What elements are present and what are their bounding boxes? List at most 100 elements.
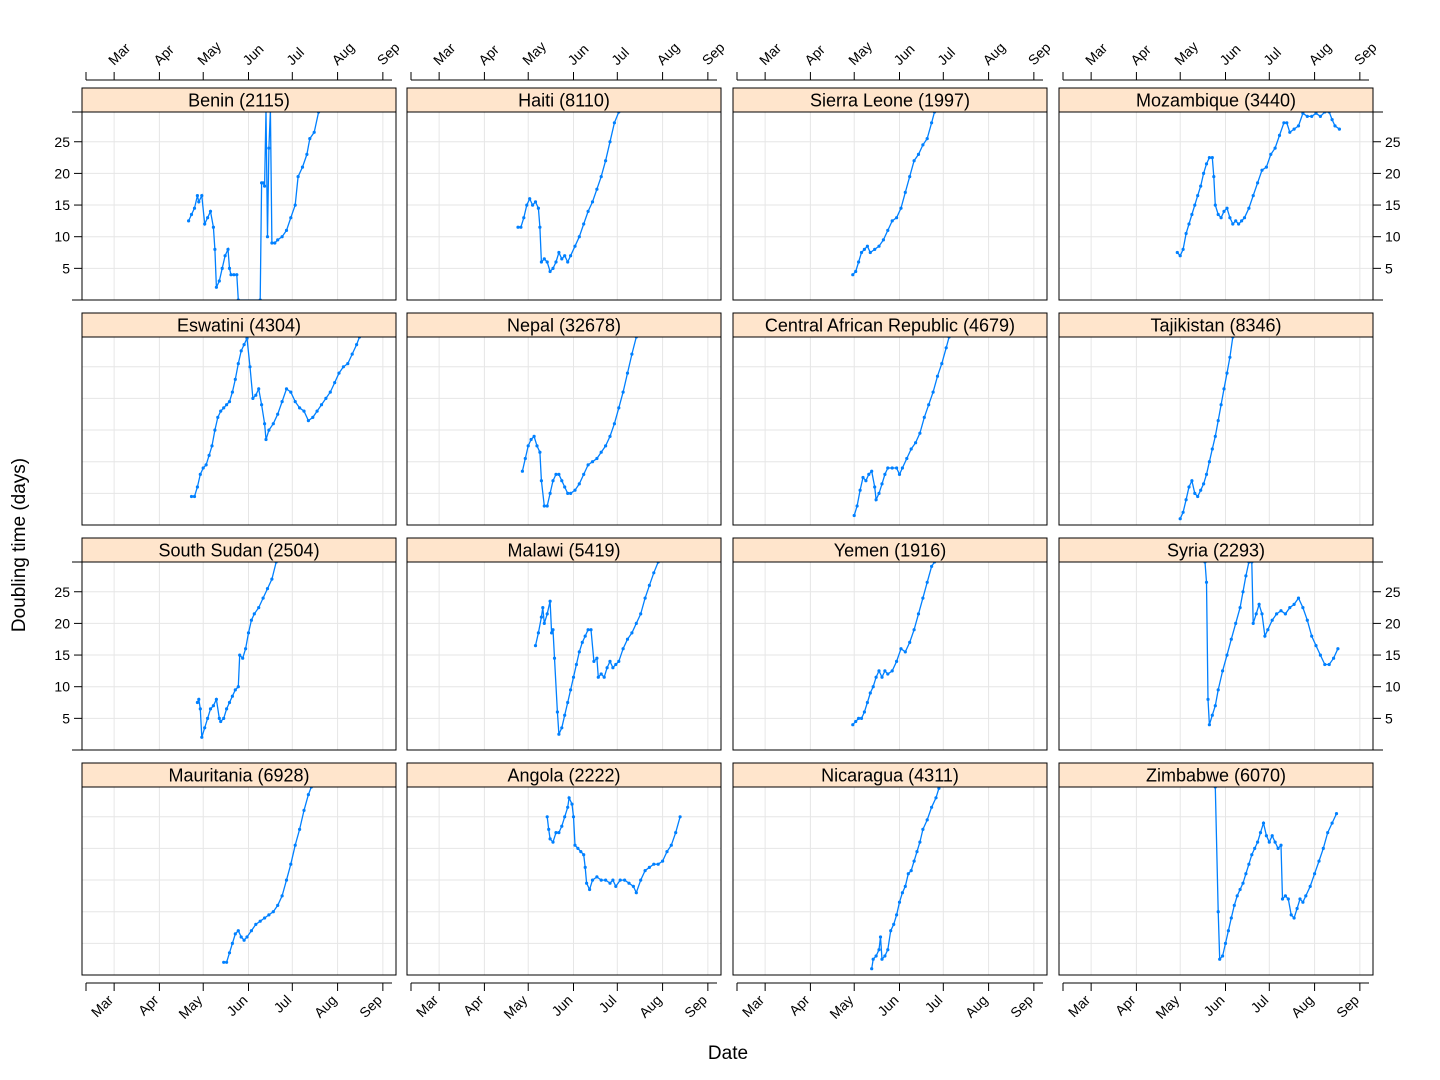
data-point [1305,114,1309,118]
data-point [302,409,306,413]
panel-strip [1058,312,1374,338]
data-point [239,935,243,939]
series-points [516,112,621,274]
data-point [1305,618,1309,622]
panel-strip [732,87,1048,113]
data-point [1241,590,1245,594]
data-point [1193,203,1197,207]
y-tick-label: 10 [54,229,70,245]
data-point [631,884,636,889]
data-point [883,669,887,673]
data-point [192,206,197,210]
data-point [1288,130,1292,134]
data-point [1301,606,1305,610]
data-point [865,700,870,705]
data-point [1266,628,1270,632]
data-point [548,269,552,274]
data-point [854,269,858,274]
data-point [582,853,586,857]
data-point [1264,834,1268,838]
data-point [519,225,523,229]
data-point [529,437,533,442]
data-point [227,951,232,955]
data-point [563,485,567,489]
data-point [614,662,618,667]
data-point [236,362,240,366]
data-point [563,815,567,819]
data-point [220,266,224,270]
data-point [669,843,673,847]
data-point [1247,862,1251,866]
data-point [867,472,871,476]
panel-strip [732,312,1048,338]
data-point [550,631,554,635]
data-point [557,831,561,835]
x-tick-label: Sep [1025,39,1054,68]
series-line [534,562,659,735]
data-point [206,716,210,721]
data-point [571,815,576,819]
panel-title: Nicaragua (4311) [821,766,959,786]
y-tick-label: 5 [1385,710,1393,726]
x-tick-label: Jun [1216,41,1243,68]
data-point [621,647,625,651]
panel-14: Angola (2222) Mar Apr May Jun Jul Aug Sep [406,762,722,1022]
panel-title: Zimbabwe (6070) [1146,766,1286,786]
data-point [1270,618,1274,622]
data-point [890,466,894,470]
data-point [1216,419,1220,423]
data-point [1273,840,1277,844]
data-point [300,165,305,169]
data-point [612,422,617,426]
data-point [222,406,226,410]
series-points [1178,337,1235,521]
panel-frame [732,561,1048,751]
data-point [1285,121,1289,125]
data-point [1310,634,1314,638]
y-tick-label: 20 [54,165,70,181]
data-point [854,719,858,724]
data-point [886,672,890,676]
data-point [548,491,552,495]
data-point [217,279,221,283]
panel-title: Sierra Leone (1997) [810,91,970,111]
data-point [590,878,595,882]
data-point [289,390,293,394]
data-point [197,200,201,204]
data-point [267,913,271,917]
data-point [563,713,567,717]
data-point [864,479,868,483]
data-point [1240,219,1244,223]
data-point [245,935,249,939]
panel-frame [732,336,1048,526]
series-line [223,787,312,963]
data-point [560,824,564,828]
data-point [538,225,542,229]
data-point [566,700,570,705]
data-point [249,618,253,622]
data-point [915,850,919,854]
data-point [302,808,306,813]
data-point [248,365,252,369]
data-point [298,406,302,410]
data-point [308,137,312,141]
x-tick-label: Jun [1200,992,1227,1019]
data-point [857,260,861,264]
panel-frame [81,336,397,526]
panel-16: Zimbabwe (6070) Mar Apr May Jun Jul Aug Sep [1058,762,1374,1022]
data-point [557,732,561,736]
data-point [227,266,232,270]
data-point [873,247,877,251]
data-point [930,564,934,569]
series-line [518,112,620,273]
x-tick-label: May [194,38,224,68]
data-point [886,466,890,470]
data-point [851,273,855,277]
data-point [328,390,332,394]
data-point [1298,897,1302,901]
data-point [545,612,549,616]
series-line [1204,562,1339,725]
data-point [293,843,297,847]
data-point [1301,112,1305,115]
